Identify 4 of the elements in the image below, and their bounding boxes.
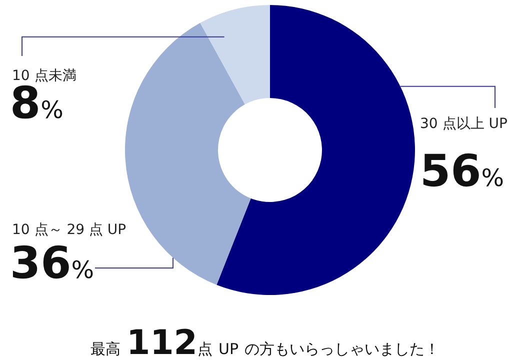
slice-label: 30 点以上 UP [420, 116, 508, 132]
data-label: 36% [10, 238, 94, 289]
data-label: 56% [420, 146, 504, 197]
slice-label: 10 点～ 29 点 UP [12, 222, 126, 238]
